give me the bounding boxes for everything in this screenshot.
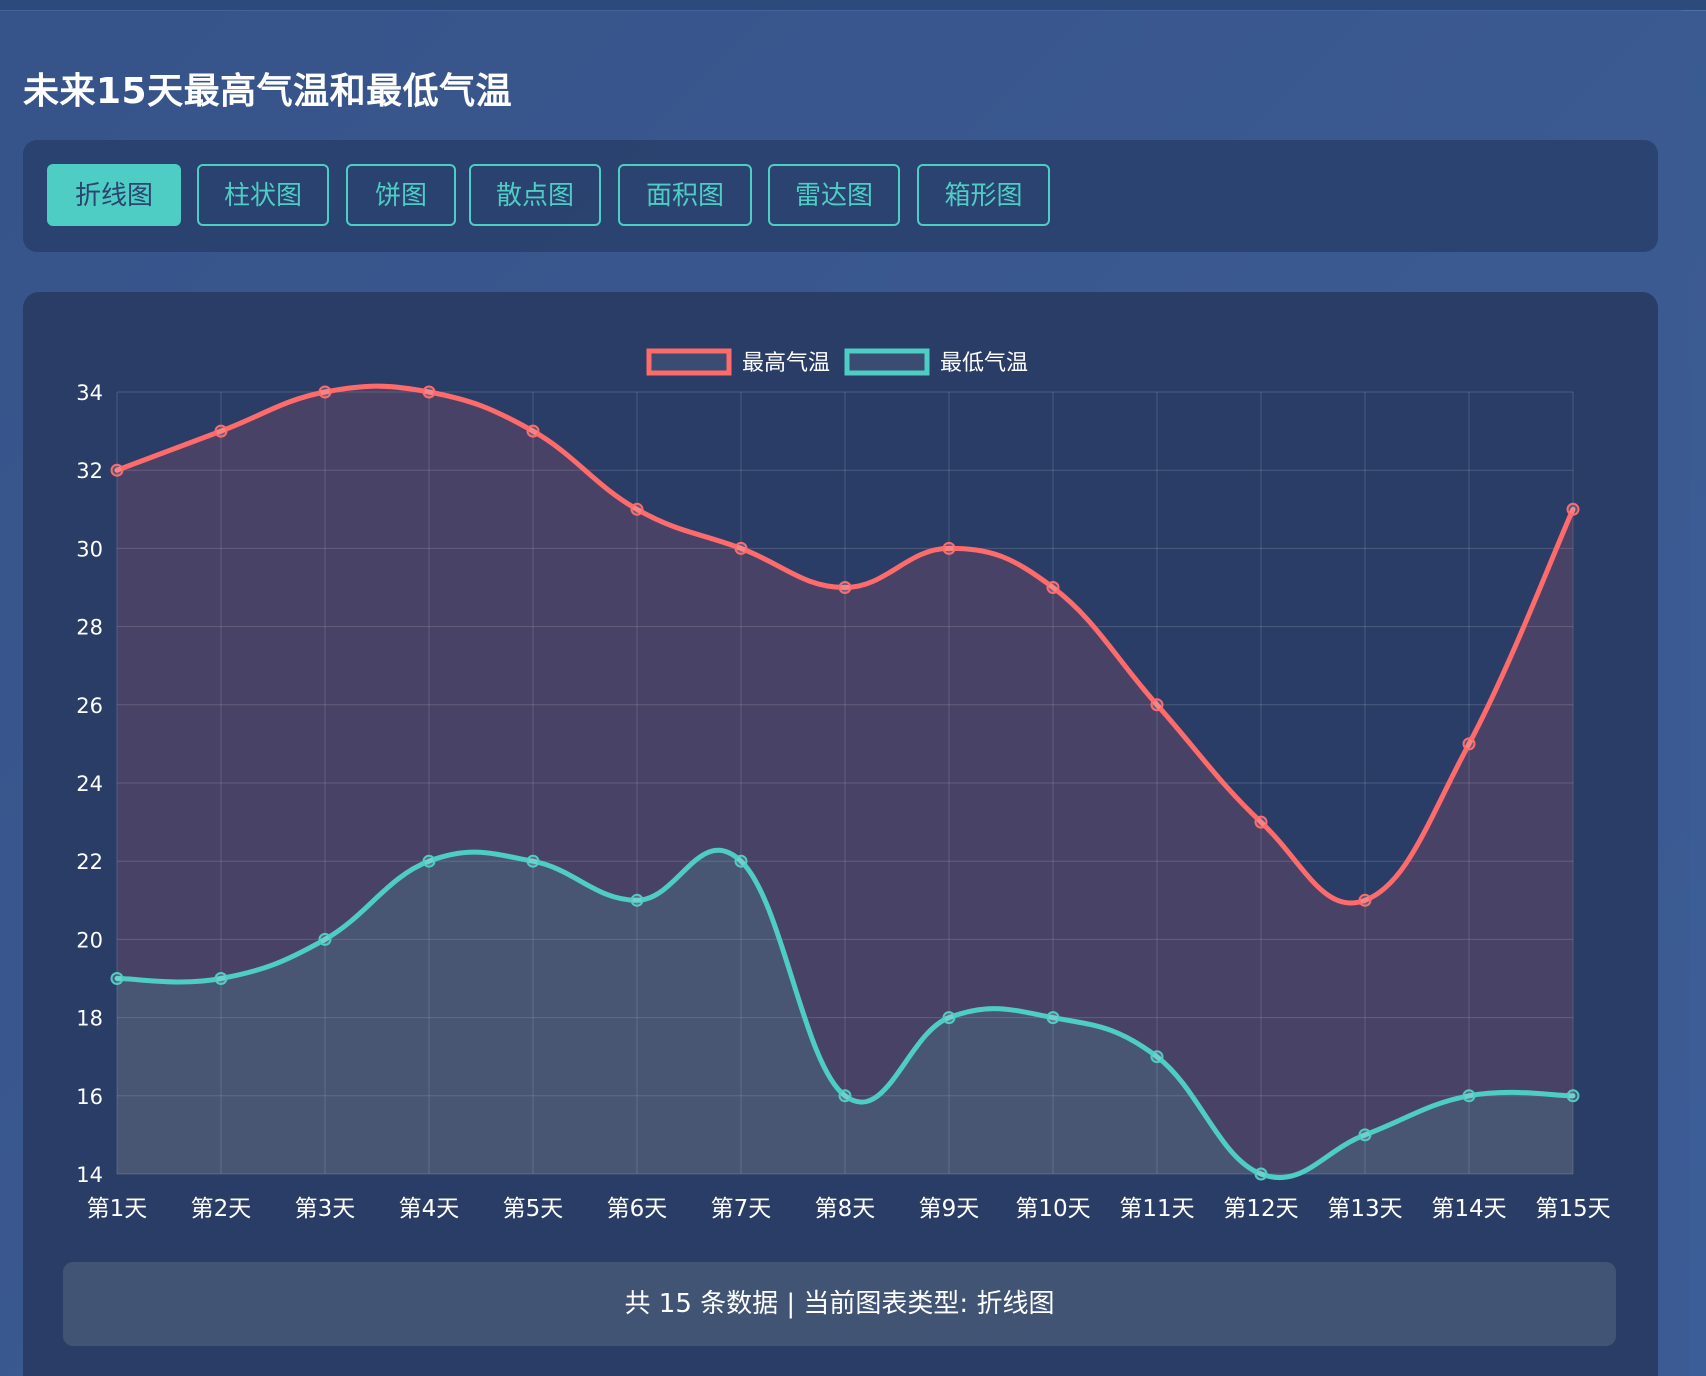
y-tick-label: 24: [76, 772, 103, 796]
x-tick-label: 第4天: [399, 1196, 460, 1222]
data-point: [630, 502, 644, 516]
page-title: 未来15天最高气温和最低气温: [23, 71, 513, 112]
x-tick-label: 第9天: [919, 1196, 980, 1222]
tab-line-chart[interactable]: 折线图: [47, 164, 181, 226]
x-tick-label: 第12天: [1223, 1196, 1298, 1222]
y-tick-label: 14: [76, 1163, 103, 1187]
tab-scatter-chart[interactable]: 散点图: [469, 164, 601, 226]
y-tick-label: 32: [76, 459, 103, 483]
data-point: [422, 854, 436, 868]
x-tick-label: 第11天: [1119, 1196, 1194, 1222]
data-point: [1046, 1011, 1060, 1025]
data-point: [1150, 1050, 1164, 1064]
data-point: [1358, 1128, 1372, 1142]
data-point: [318, 932, 332, 946]
x-tick-label: 第6天: [607, 1196, 668, 1222]
x-tick-label: 第15天: [1535, 1196, 1610, 1222]
series-line-1: [114, 847, 1576, 1181]
tab-bar-chart[interactable]: 柱状图: [197, 164, 329, 226]
data-point: [1566, 1089, 1580, 1103]
y-tick-label: 30: [76, 537, 103, 561]
series-area-1: [117, 850, 1573, 1178]
data-point: [422, 385, 436, 399]
y-tick-label: 18: [76, 1007, 103, 1031]
legend-label-1: 最低气温: [940, 351, 1028, 376]
x-tick-label: 第7天: [711, 1196, 772, 1222]
x-tick-label: 第5天: [503, 1196, 564, 1222]
data-point: [942, 1011, 956, 1025]
data-point: [318, 385, 332, 399]
data-point: [526, 854, 540, 868]
x-tick-label: 第13天: [1327, 1196, 1402, 1222]
series-area-0: [117, 386, 1573, 1174]
y-tick-label: 16: [76, 1085, 103, 1109]
data-point: [838, 581, 852, 594]
chart-panel: 14 16 18 20 22 24 26 28 30 32 34 第1天 第2天 第3天 第4天 第5天 第6天…: [23, 292, 1658, 1376]
data-point: [214, 424, 228, 438]
y-tick-label: 28: [76, 616, 103, 640]
tab-radar-chart[interactable]: 雷达图: [768, 164, 900, 226]
x-tick-label: 第10天: [1015, 1196, 1090, 1222]
tab-box-chart[interactable]: 箱形图: [917, 164, 1050, 226]
data-point: [1254, 1167, 1268, 1181]
legend-label-0: 最高气温: [742, 351, 830, 376]
tab-pie-chart[interactable]: 饼图: [346, 164, 456, 226]
legend-swatch-1: [844, 348, 930, 376]
data-point: [1254, 815, 1268, 829]
chart-legend: 最高气温 最低气温: [646, 348, 1028, 376]
data-point: [630, 893, 644, 907]
x-tick-label: 第3天: [295, 1196, 356, 1222]
data-point: [734, 541, 748, 555]
chart-type-toolbar: 折线图 柱状图 饼图 散点图 面积图 雷达图 箱形图: [23, 140, 1658, 252]
data-point: [214, 972, 228, 985]
x-tick-label: 第8天: [815, 1196, 876, 1222]
y-tick-label: 26: [76, 694, 103, 718]
status-footer: 共 15 条数据 | 当前图表类型: 折线图: [63, 1262, 1616, 1346]
data-point: [526, 424, 540, 438]
y-tick-label: 22: [76, 850, 103, 874]
data-point: [1150, 698, 1164, 712]
data-point: [942, 541, 956, 555]
data-point: [1462, 1089, 1476, 1103]
data-point: [1462, 737, 1476, 751]
legend-swatch-0: [646, 348, 732, 376]
tab-area-chart[interactable]: 面积图: [618, 164, 752, 226]
y-tick-label: 20: [76, 928, 103, 952]
data-point: [1358, 893, 1372, 907]
data-point: [838, 1089, 852, 1103]
x-tick-label: 第1天: [87, 1196, 148, 1222]
temperature-line-chart: 14 16 18 20 22 24 26 28 30 32 34 第1天 第2天 第3天 第4天 第5天 第6天…: [76, 348, 1611, 1222]
y-tick-label: 34: [76, 381, 103, 405]
series-line-0: [114, 383, 1576, 906]
data-point: [110, 972, 124, 985]
data-point: [734, 854, 748, 868]
data-point: [110, 463, 124, 477]
data-point: [1046, 581, 1060, 594]
x-tick-label: 第14天: [1431, 1196, 1506, 1222]
data-point: [1566, 502, 1580, 516]
x-tick-label: 第2天: [191, 1196, 252, 1222]
